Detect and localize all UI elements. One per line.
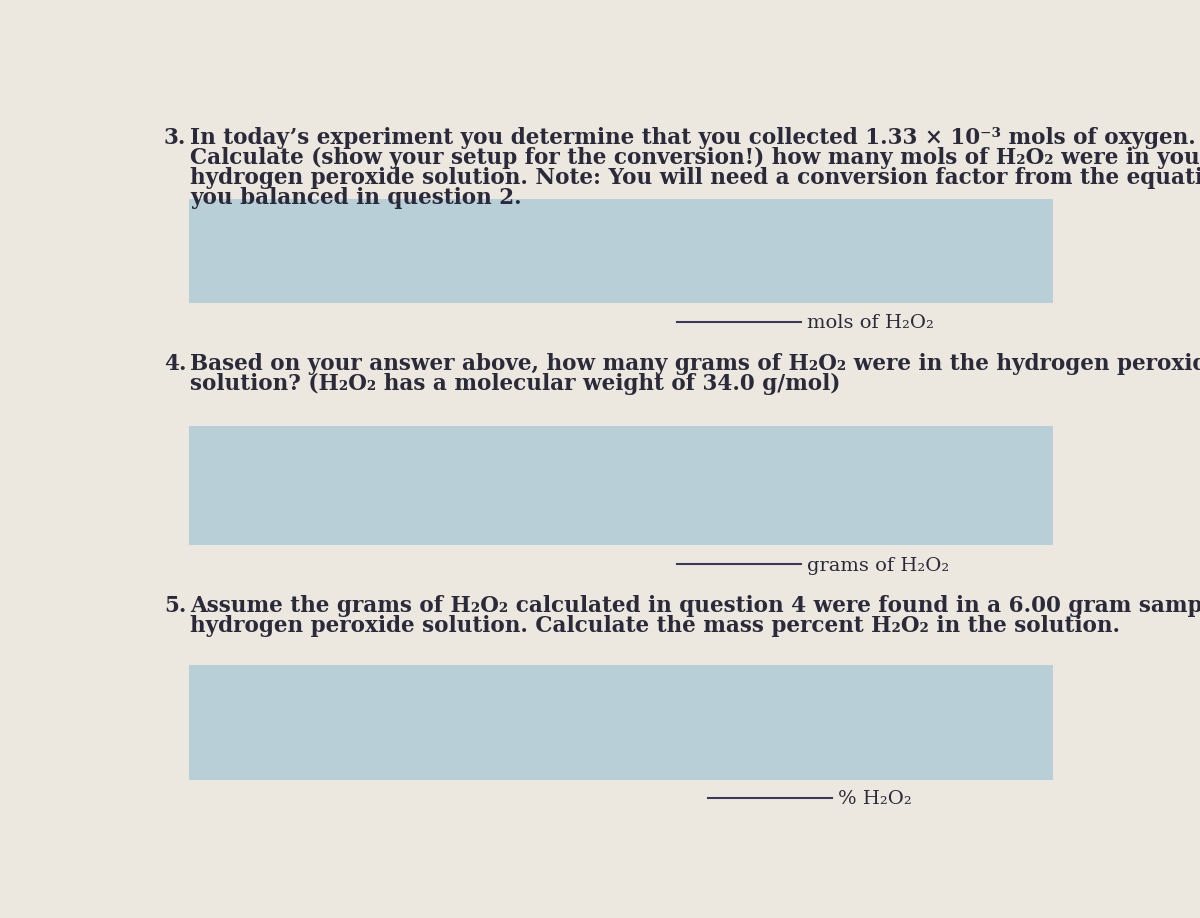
Text: grams of H₂O₂: grams of H₂O₂	[808, 557, 949, 575]
Text: Calculate (show your setup for the conversion!) how many mols of H₂O₂ were in yo: Calculate (show your setup for the conve…	[191, 147, 1200, 169]
Text: 3.: 3.	[164, 127, 186, 149]
Bar	[188, 426, 1052, 545]
Text: hydrogen peroxide solution. Note: You will need a conversion factor from the equ: hydrogen peroxide solution. Note: You wi…	[191, 167, 1200, 189]
Text: Based on your answer above, how many grams of H₂O₂ were in the hydrogen peroxide: Based on your answer above, how many gra…	[191, 353, 1200, 375]
Text: 4.: 4.	[164, 353, 186, 375]
Text: % H₂O₂: % H₂O₂	[839, 790, 912, 809]
Text: Assume the grams of H₂O₂ calculated in question 4 were found in a 6.00 gram samp: Assume the grams of H₂O₂ calculated in q…	[191, 595, 1200, 617]
Text: you balanced in question 2.: you balanced in question 2.	[191, 187, 522, 209]
Text: hydrogen peroxide solution. Calculate the mass percent H₂O₂ in the solution.: hydrogen peroxide solution. Calculate th…	[191, 615, 1121, 637]
Text: solution? (H₂O₂ has a molecular weight of 34.0 g/mol): solution? (H₂O₂ has a molecular weight o…	[191, 373, 841, 395]
Bar	[188, 198, 1052, 303]
Bar	[188, 665, 1052, 780]
Text: mols of H₂O₂: mols of H₂O₂	[808, 315, 934, 332]
Text: In today’s experiment you determine that you collected 1.33 × 10⁻³ mols of oxyge: In today’s experiment you determine that…	[191, 127, 1196, 149]
Text: 5.: 5.	[164, 595, 186, 617]
